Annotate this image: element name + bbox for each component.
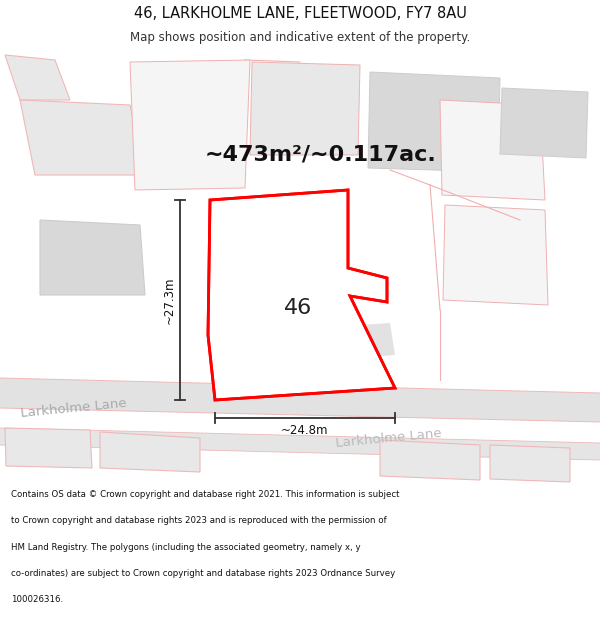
Polygon shape bbox=[40, 220, 145, 295]
Text: ~473m²/~0.117ac.: ~473m²/~0.117ac. bbox=[205, 145, 437, 165]
Text: Map shows position and indicative extent of the property.: Map shows position and indicative extent… bbox=[130, 31, 470, 44]
Polygon shape bbox=[100, 432, 200, 472]
Polygon shape bbox=[380, 440, 480, 480]
Polygon shape bbox=[500, 88, 588, 158]
Polygon shape bbox=[208, 323, 395, 370]
Text: ~27.3m: ~27.3m bbox=[163, 276, 176, 324]
Text: Contains OS data © Crown copyright and database right 2021. This information is : Contains OS data © Crown copyright and d… bbox=[11, 490, 400, 499]
Polygon shape bbox=[5, 428, 92, 468]
Text: ~24.8m: ~24.8m bbox=[281, 424, 329, 438]
Text: HM Land Registry. The polygons (including the associated geometry, namely x, y: HM Land Registry. The polygons (includin… bbox=[11, 542, 361, 552]
Polygon shape bbox=[443, 205, 548, 305]
Text: co-ordinates) are subject to Crown copyright and database rights 2023 Ordnance S: co-ordinates) are subject to Crown copyr… bbox=[11, 569, 395, 578]
Polygon shape bbox=[208, 190, 395, 400]
Polygon shape bbox=[368, 72, 500, 172]
Polygon shape bbox=[0, 428, 600, 460]
Polygon shape bbox=[5, 55, 70, 100]
Polygon shape bbox=[20, 100, 145, 175]
Text: 100026316.: 100026316. bbox=[11, 595, 63, 604]
Polygon shape bbox=[0, 378, 600, 422]
Text: Larkholme Lane: Larkholme Lane bbox=[335, 426, 442, 449]
Text: Larkholme Lane: Larkholme Lane bbox=[20, 396, 127, 419]
Text: 46: 46 bbox=[284, 298, 312, 318]
Polygon shape bbox=[250, 62, 360, 155]
Polygon shape bbox=[490, 445, 570, 482]
Polygon shape bbox=[440, 100, 545, 200]
Polygon shape bbox=[130, 60, 250, 190]
Text: to Crown copyright and database rights 2023 and is reproduced with the permissio: to Crown copyright and database rights 2… bbox=[11, 516, 386, 526]
Text: 46, LARKHOLME LANE, FLEETWOOD, FY7 8AU: 46, LARKHOLME LANE, FLEETWOOD, FY7 8AU bbox=[134, 6, 466, 21]
